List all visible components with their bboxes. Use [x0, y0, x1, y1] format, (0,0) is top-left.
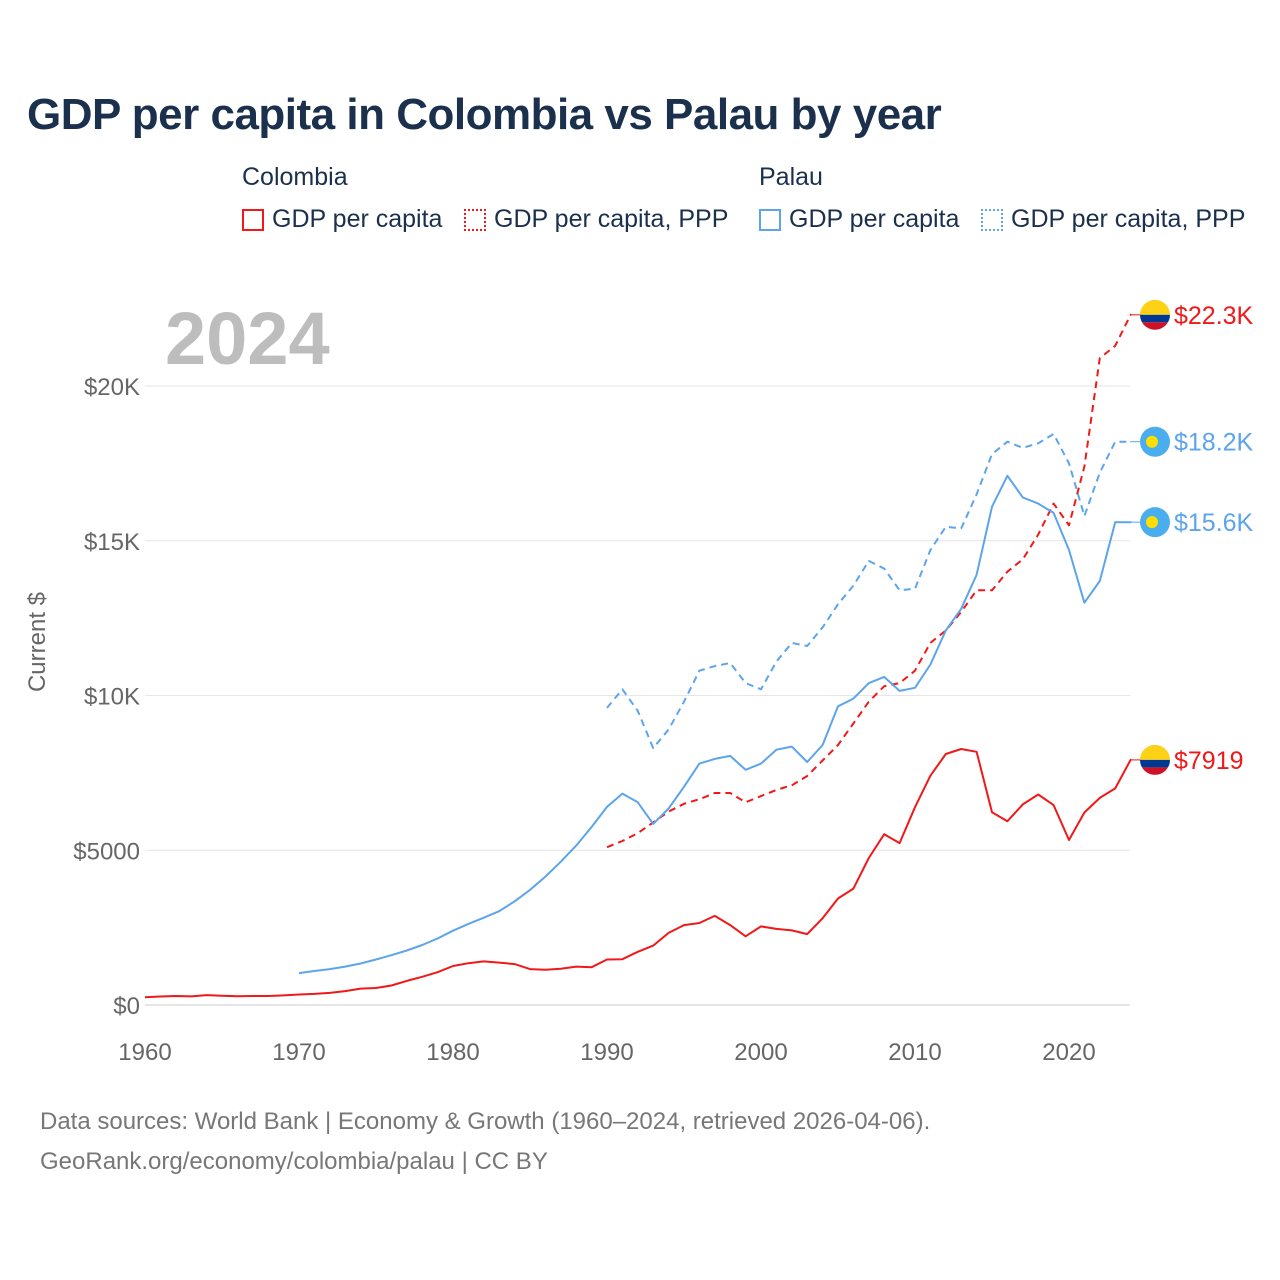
- colombia-flag-icon: [1140, 299, 1170, 330]
- y-tick-label: $5000: [73, 838, 140, 865]
- flag-blue: [1140, 314, 1170, 323]
- legend-label: GDP per capita, PPP: [494, 205, 729, 233]
- x-tick-label: 2010: [888, 1039, 941, 1066]
- y-tick-label: $20K: [84, 374, 140, 401]
- x-tick-label: 2020: [1042, 1039, 1095, 1066]
- source-line-2[interactable]: GeoRank.org/economy/colombia/palau | CC …: [40, 1148, 548, 1175]
- series-line-1: [606, 313, 1132, 849]
- x-tick-label: 2000: [734, 1039, 787, 1066]
- flag-red: [1140, 322, 1170, 330]
- legend-group-colombia: Colombia: [242, 163, 348, 191]
- flag-moon: [1146, 516, 1158, 529]
- legend-group-palau: Palau: [759, 163, 823, 191]
- chart-title: GDP per capita in Colombia vs Palau by y…: [27, 90, 942, 139]
- legend-label: GDP per capita: [272, 205, 443, 233]
- end-value-label: $15.6K: [1174, 509, 1254, 537]
- year-label: 2024: [165, 297, 330, 380]
- end-value-label: $7919: [1174, 747, 1244, 775]
- end-value-label: $22.3K: [1174, 302, 1254, 330]
- legend-palau-ppp[interactable]: GDP per capita, PPP: [981, 205, 1245, 234]
- legend-colombia-ppp[interactable]: GDP per capita, PPP: [464, 205, 728, 234]
- y-tick-label: $10K: [84, 684, 140, 711]
- legend-colombia-gdp[interactable]: GDP per capita: [242, 205, 442, 234]
- flag-moon: [1146, 435, 1158, 448]
- legend-swatch-dotted-red: [464, 208, 486, 231]
- legend-label: GDP per capita: [789, 205, 960, 233]
- palau-flag-icon: [1140, 507, 1170, 538]
- flag-yellow: [1140, 299, 1170, 315]
- source-line-1: Data sources: World Bank | Economy & Gro…: [40, 1108, 931, 1135]
- flag-yellow: [1140, 744, 1170, 760]
- colombia-flag-icon: [1140, 744, 1170, 775]
- legend-swatch-solid-blue: [759, 208, 781, 231]
- x-tick-label: 1980: [426, 1039, 479, 1066]
- series-line-3: [606, 433, 1132, 750]
- palau-flag-icon: [1140, 426, 1170, 457]
- y-tick-label: $15K: [84, 529, 140, 556]
- y-axis-label: Current $: [24, 591, 52, 693]
- y-tick-label: $0: [113, 993, 140, 1020]
- x-tick-label: 1990: [580, 1039, 633, 1066]
- legend-label: GDP per capita, PPP: [1011, 205, 1246, 233]
- series-line-2: [298, 474, 1132, 975]
- flag-blue: [1140, 759, 1170, 768]
- end-value-label: $18.2K: [1174, 429, 1254, 457]
- legend-swatch-solid-red: [242, 208, 264, 231]
- flag-red: [1140, 767, 1170, 775]
- legend-palau-gdp[interactable]: GDP per capita: [759, 205, 959, 234]
- series-line-0: [144, 748, 1132, 999]
- x-tick-label: 1970: [272, 1039, 325, 1066]
- x-tick-label: 1960: [118, 1039, 171, 1066]
- legend-swatch-dotted-blue: [981, 208, 1003, 231]
